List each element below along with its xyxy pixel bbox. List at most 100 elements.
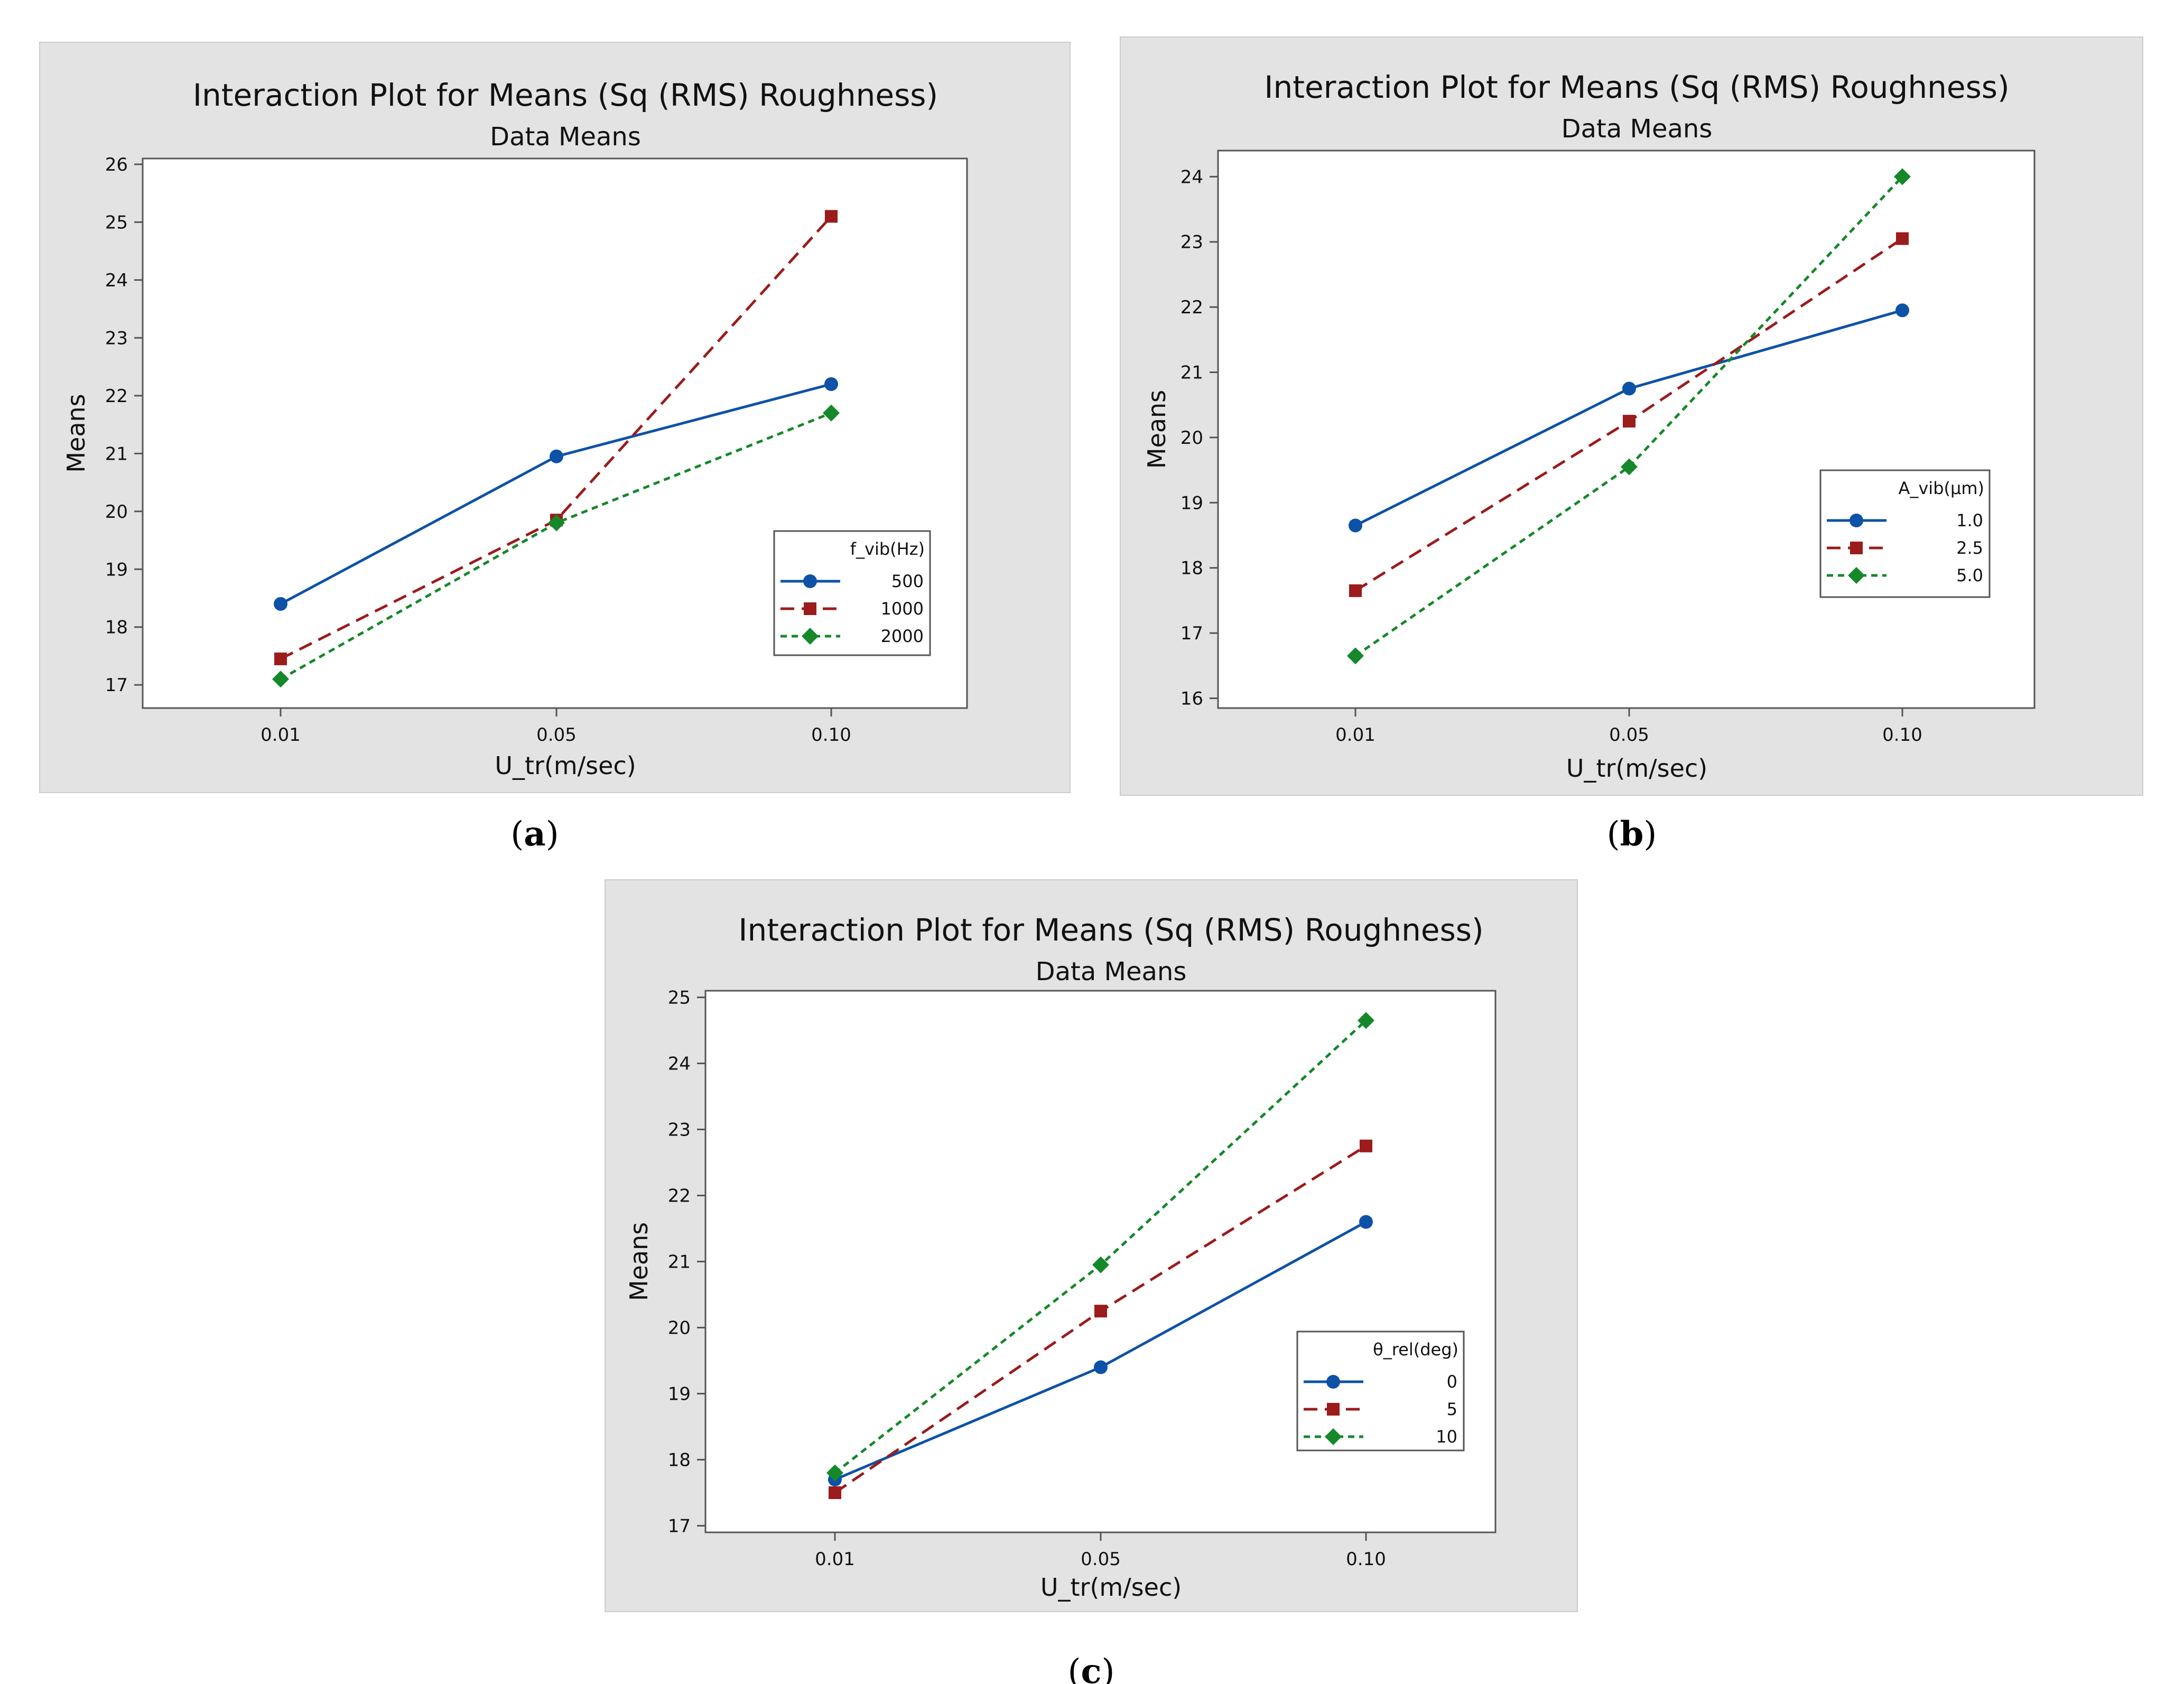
legend: f_vib(Hz) 500 1000 2000 (773, 530, 931, 656)
chart-panel-b: Interaction Plot for Means (Sq (RMS) Rou… (1120, 36, 2143, 854)
chart-subtitle: Data Means (1036, 957, 1187, 987)
data-point (825, 210, 838, 223)
legend-marker (1850, 542, 1863, 554)
x-tick-label: 0.01 (815, 1549, 855, 1570)
y-tick-label: 16 (1181, 688, 1203, 709)
legend-marker (1326, 1375, 1340, 1389)
legend-label: 10 (1436, 1427, 1457, 1447)
panel-caption-letter: a (524, 814, 545, 854)
y-tick-label: 20 (105, 501, 128, 523)
data-point (274, 597, 287, 611)
y-tick-label: 19 (1181, 492, 1203, 514)
y-tick-label: 18 (105, 617, 128, 638)
y-tick-label: 22 (668, 1186, 691, 1207)
y-tick-label: 20 (668, 1318, 691, 1339)
y-tick-label: 17 (668, 1516, 691, 1537)
legend-marker (803, 574, 817, 588)
x-axis-label: U_tr(m/sec) (1040, 1573, 1182, 1602)
y-tick-label: 21 (105, 443, 128, 464)
x-tick-label: 0.10 (811, 724, 851, 746)
legend: A_vib(μm) 1.0 2.5 5.0 (1819, 469, 1991, 598)
y-tick-label: 22 (105, 386, 128, 407)
x-tick-label: 0.01 (261, 724, 301, 746)
data-point (1360, 1139, 1372, 1152)
y-tick-label: 24 (1181, 166, 1203, 188)
data-point (1358, 1012, 1374, 1029)
x-axis-label: U_tr(m/sec) (1566, 754, 1707, 783)
data-point (1092, 1256, 1109, 1273)
y-axis-label: Means (625, 1222, 653, 1301)
y-tick-label: 26 (105, 154, 128, 175)
y-tick-label: 17 (105, 675, 128, 696)
chart-title: Interaction Plot for Means (Sq (RMS) Rou… (193, 77, 938, 113)
y-tick-label: 20 (1181, 427, 1203, 449)
series-5.0 (1347, 168, 1911, 665)
data-point (548, 514, 565, 532)
data-point (550, 449, 563, 463)
panel-caption: (a) (510, 814, 559, 854)
y-tick-label: 22 (1181, 297, 1203, 318)
y-tick-label: 19 (668, 1384, 691, 1405)
y-tick-label: 19 (105, 559, 128, 580)
legend-box (1296, 1331, 1465, 1452)
legend-title: θ_rel(deg) (1373, 1339, 1458, 1360)
data-point (1347, 647, 1364, 665)
legend-title: f_vib(Hz) (850, 539, 925, 559)
y-tick-label: 23 (1181, 232, 1203, 253)
x-tick-label: 0.10 (1346, 1549, 1386, 1570)
x-tick-label: 0.10 (1882, 724, 1922, 746)
x-tick-label: 0.05 (536, 724, 577, 746)
series-500 (274, 377, 838, 611)
legend-label: 500 (891, 571, 924, 591)
panel-caption-letter: c (1081, 1652, 1102, 1684)
chart-subtitle: Data Means (1562, 114, 1713, 144)
data-point (1359, 1215, 1373, 1229)
chart-panel-c: Interaction Plot for Means (Sq (RMS) Rou… (605, 879, 1578, 1684)
data-point (829, 1486, 841, 1499)
legend-title: A_vib(μm) (1898, 478, 1984, 498)
legend-marker (1850, 514, 1863, 527)
legend-marker (802, 628, 819, 645)
y-tick-label: 24 (668, 1054, 691, 1075)
series-10 (826, 1012, 1374, 1482)
legend-marker (1848, 567, 1865, 584)
legend-label: 2.5 (1956, 538, 1983, 558)
legend-box (773, 530, 931, 656)
data-point (1349, 518, 1362, 533)
x-axis-label: U_tr(m/sec) (495, 751, 636, 780)
y-tick-label: 25 (668, 988, 691, 1009)
y-axis-label: Means (62, 394, 90, 472)
data-point (1621, 458, 1638, 476)
data-point (1094, 1305, 1107, 1318)
y-tick-label: 17 (1181, 623, 1203, 644)
legend-marker (1327, 1403, 1340, 1416)
y-axis-label: Means (1142, 390, 1171, 469)
chart-title: Interaction Plot for Means (Sq (RMS) Rou… (1264, 69, 2009, 105)
legend-marker (1325, 1428, 1342, 1445)
data-point (1896, 232, 1909, 245)
chart-title: Interaction Plot for Means (Sq (RMS) Rou… (738, 912, 1483, 948)
data-point (1622, 382, 1636, 396)
legend: θ_rel(deg) 0 5 10 (1296, 1331, 1465, 1452)
y-tick-label: 21 (1181, 362, 1203, 384)
y-tick-label: 23 (668, 1120, 691, 1141)
legend-label: 5 (1447, 1399, 1457, 1419)
y-tick-label: 18 (668, 1450, 691, 1471)
x-tick-label: 0.05 (1081, 1549, 1121, 1570)
y-tick-label: 18 (1181, 558, 1203, 579)
chart-panel-a: Interaction Plot for Means (Sq (RMS) Rou… (39, 42, 1071, 854)
legend-label: 1000 (881, 599, 924, 619)
data-point (274, 652, 287, 665)
series-2.5 (1349, 232, 1909, 597)
y-tick-label: 24 (105, 270, 128, 291)
panel-caption: (c) (1068, 1652, 1115, 1684)
legend-label: 2000 (881, 626, 924, 646)
series-5 (829, 1139, 1372, 1499)
y-tick-label: 25 (105, 212, 128, 233)
x-tick-label: 0.01 (1335, 724, 1376, 746)
data-point (826, 1464, 843, 1482)
data-point (1094, 1360, 1108, 1374)
y-tick-label: 23 (105, 328, 128, 349)
plot-area (1217, 150, 2036, 709)
